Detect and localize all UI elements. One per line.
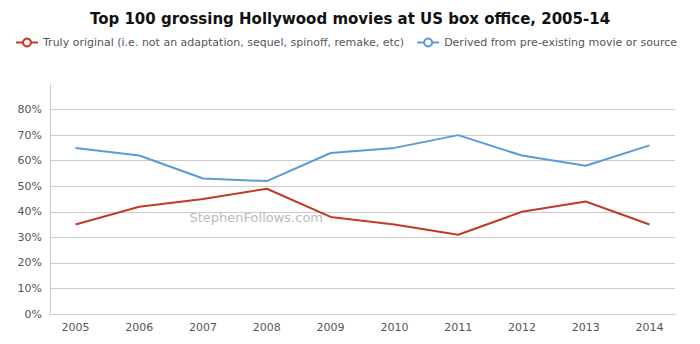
svg-text:2011: 2011 xyxy=(444,321,472,334)
svg-text:Truly original (i.e. not an ad: Truly original (i.e. not an adaptation, … xyxy=(42,36,404,49)
svg-text:40%: 40% xyxy=(18,205,42,218)
svg-text:30%: 30% xyxy=(18,231,42,244)
svg-text:60%: 60% xyxy=(18,154,42,167)
svg-text:10%: 10% xyxy=(18,282,42,295)
svg-text:70%: 70% xyxy=(18,129,42,142)
svg-text:0%: 0% xyxy=(25,308,42,321)
svg-text:2005: 2005 xyxy=(62,321,90,334)
svg-text:Derived from pre-existing movi: Derived from pre-existing movie or sourc… xyxy=(444,36,677,49)
svg-text:2013: 2013 xyxy=(572,321,600,334)
svg-text:2012: 2012 xyxy=(508,321,536,334)
svg-text:StephenFollows.com: StephenFollows.com xyxy=(189,210,323,225)
svg-text:2010: 2010 xyxy=(380,321,408,334)
svg-text:2006: 2006 xyxy=(125,321,153,334)
svg-text:2009: 2009 xyxy=(317,321,345,334)
svg-text:2007: 2007 xyxy=(189,321,217,334)
svg-text:50%: 50% xyxy=(18,180,42,193)
svg-text:Top 100 grossing Hollywood mov: Top 100 grossing Hollywood movies at US … xyxy=(90,10,610,28)
svg-text:80%: 80% xyxy=(18,103,42,116)
svg-text:2014: 2014 xyxy=(635,321,663,334)
svg-text:20%: 20% xyxy=(18,256,42,269)
svg-text:2008: 2008 xyxy=(253,321,281,334)
